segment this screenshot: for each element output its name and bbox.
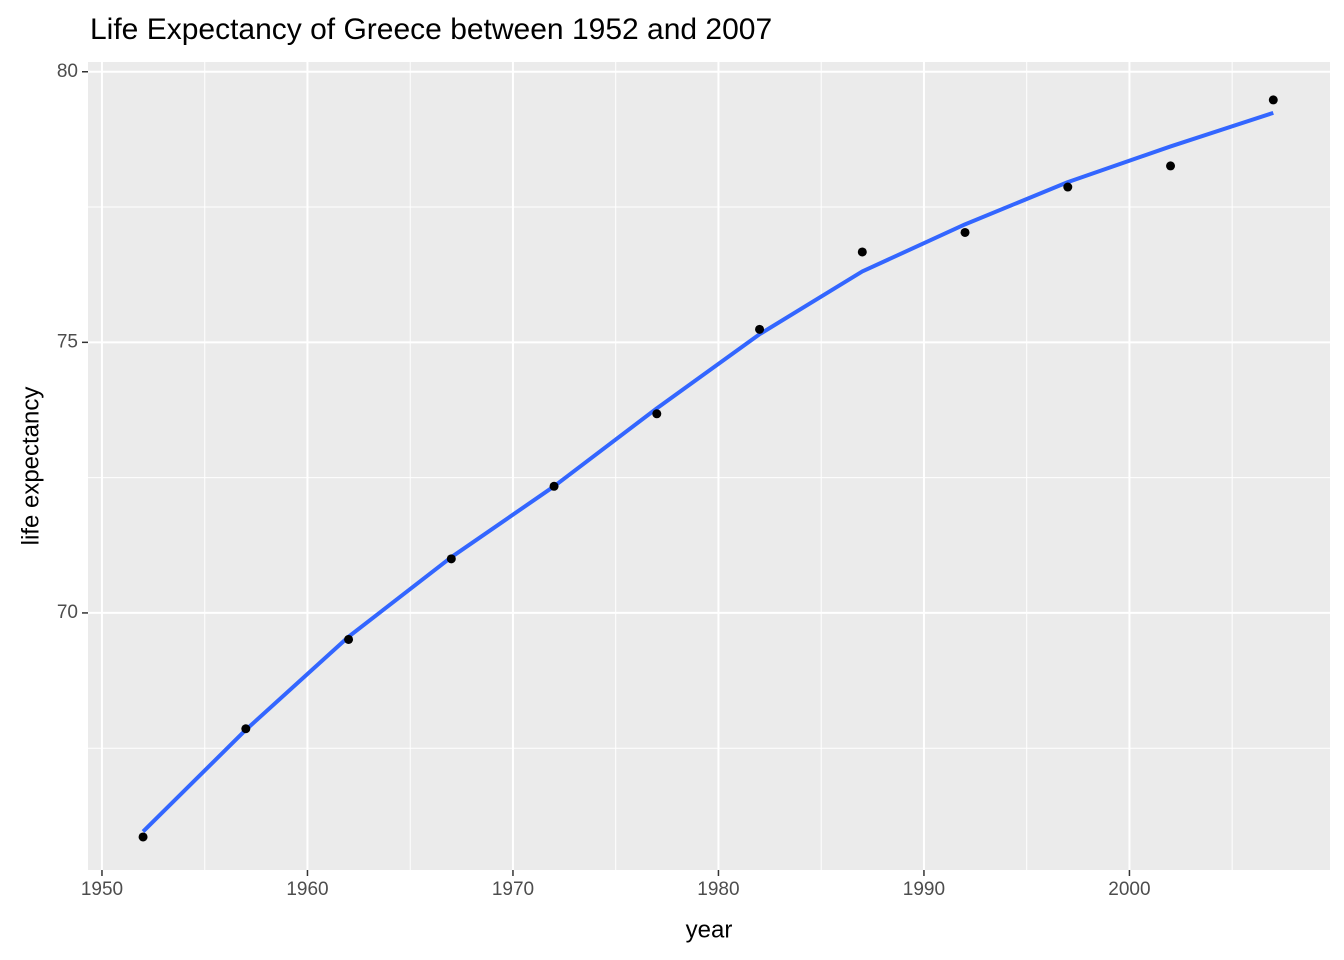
point: [1268, 95, 1278, 105]
x-tick-label: 1970: [492, 879, 534, 900]
y-tick-label: 75: [57, 331, 78, 352]
x-tick-label: 1950: [81, 879, 123, 900]
x-tick-label: 1960: [286, 879, 328, 900]
y-tick-label: 80: [57, 61, 78, 82]
point: [446, 554, 456, 564]
point: [138, 832, 148, 842]
point: [241, 724, 251, 734]
point: [1063, 182, 1073, 192]
x-axis-label: year: [686, 916, 733, 943]
smooth-line: [141, 110, 1274, 833]
y-tick-label: 70: [57, 602, 78, 623]
chart-title: Life Expectancy of Greece between 1952 a…: [90, 13, 772, 46]
x-tick-label: 1980: [697, 879, 739, 900]
point: [755, 324, 765, 334]
panel-background: [88, 62, 1330, 870]
point: [549, 481, 559, 491]
x-tick-label: 1990: [903, 879, 945, 900]
point: [960, 227, 970, 237]
point: [1166, 161, 1176, 171]
y-axis-label: life expectancy: [17, 387, 44, 546]
point: [652, 409, 662, 419]
point: [344, 634, 354, 644]
x-tick-label: 2000: [1108, 879, 1150, 900]
point: [857, 247, 867, 257]
